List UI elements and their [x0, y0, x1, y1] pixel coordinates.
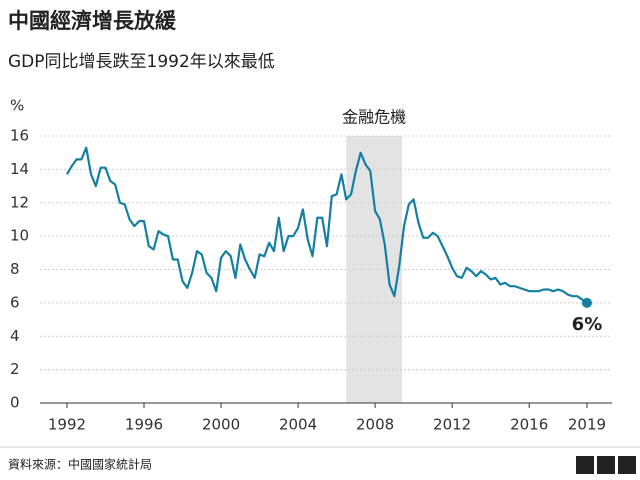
- x-tick-label: 1996: [125, 416, 163, 434]
- logo-block: [618, 456, 636, 474]
- end-point: [581, 297, 592, 308]
- y-tick-label: 6: [10, 293, 20, 311]
- y-tick-label: 16: [10, 127, 29, 145]
- y-tick-label: 8: [10, 260, 20, 278]
- chart-title: 中國經濟增長放緩: [8, 9, 177, 33]
- logo-letter: B: [601, 459, 611, 474]
- logo-block: [597, 456, 615, 474]
- y-axis-label: %: [10, 97, 24, 115]
- x-tick-label: 2000: [202, 416, 240, 434]
- x-tick-label: 2019: [568, 416, 606, 434]
- logo-letter: C: [622, 459, 632, 474]
- crisis-label: 金融危機: [342, 108, 406, 127]
- y-tick-label: 2: [10, 360, 20, 378]
- x-tick-label: 2008: [356, 416, 394, 434]
- chart-subtitle: GDP同比增長跌至1992年以來最低: [8, 52, 275, 72]
- x-tick-label: 2016: [510, 416, 548, 434]
- y-tick-label: 4: [10, 327, 20, 345]
- logo-block: [576, 456, 594, 474]
- y-tick-label: 0: [10, 394, 20, 412]
- logo-letter: B: [580, 459, 590, 474]
- y-tick-label: 12: [10, 193, 29, 211]
- end-label: 6%: [572, 314, 603, 335]
- y-tick-label: 14: [10, 160, 29, 178]
- gdp-line: [66, 146, 588, 304]
- y-tick-label: 10: [10, 227, 29, 245]
- x-tick-label: 2012: [433, 416, 471, 434]
- x-tick-label: 1992: [48, 416, 86, 434]
- source: 資料來源：中國國家統計局: [8, 457, 152, 472]
- x-tick-label: 2004: [279, 416, 317, 434]
